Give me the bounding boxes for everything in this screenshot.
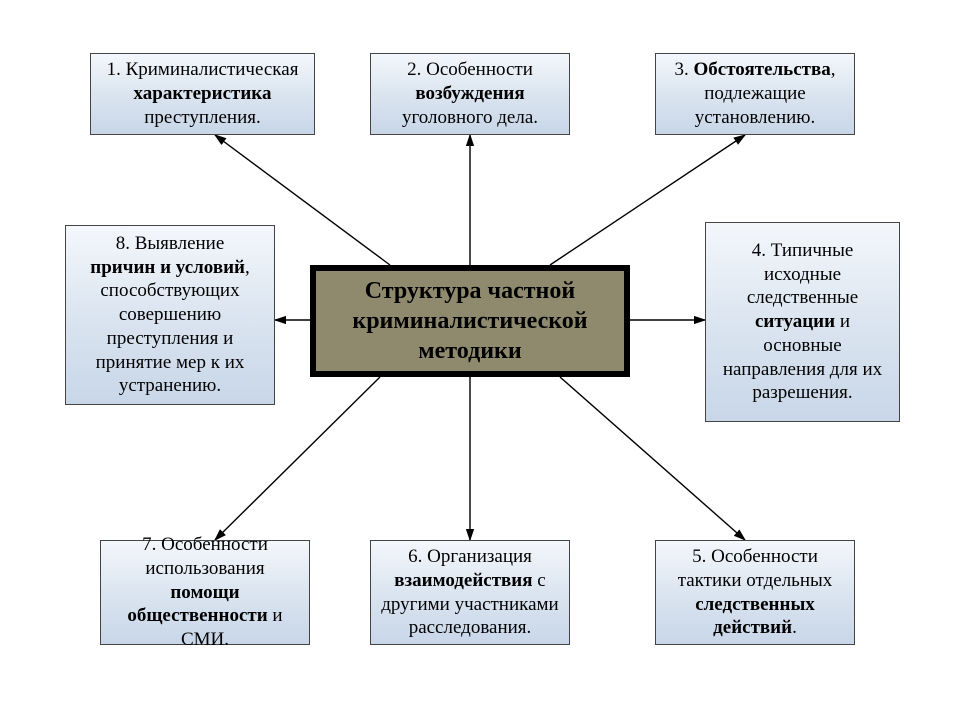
node-n3: 3. Обстоятельства,подлежащиеустановлению…	[655, 53, 855, 135]
node-n5: 5. Особенноститактики отдельныхследствен…	[655, 540, 855, 645]
center-node: Структура частнойкриминалистическойметод…	[310, 265, 630, 377]
node-n4: 4. Типичныеисходныеследственныеситуации …	[705, 222, 900, 422]
node-n6: 6. Организациявзаимодействия сдругими уч…	[370, 540, 570, 645]
node-n2: 2. Особенностивозбужденияуголовного дела…	[370, 53, 570, 135]
node-n1: 1. Криминалистическаяхарактеристикапрест…	[90, 53, 315, 135]
diagram-canvas: Структура частнойкриминалистическойметод…	[0, 0, 960, 720]
node-n7: 7. Особенностииспользования помощиобщест…	[100, 540, 310, 645]
node-n8: 8. Выявлениепричин и условий,способствую…	[65, 225, 275, 405]
